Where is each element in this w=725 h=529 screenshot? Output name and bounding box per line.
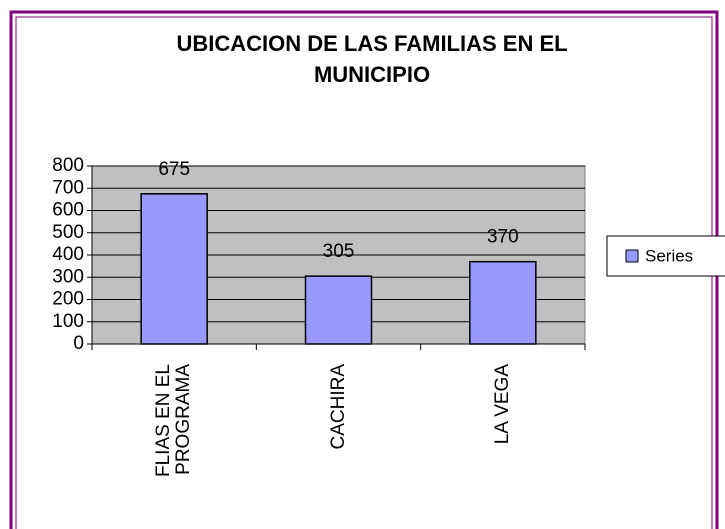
data-label: 305	[323, 241, 355, 262]
y-tick-label: 300	[52, 266, 84, 287]
legend-swatch	[625, 249, 639, 263]
data-label: 370	[487, 227, 519, 248]
y-tick-label: 800	[52, 155, 84, 176]
chart-title: MUNICIPIO	[314, 62, 430, 87]
y-tick-label: 500	[52, 222, 84, 243]
legend-label: Series	[645, 246, 693, 265]
x-tick-label: CACHIRA	[327, 364, 349, 450]
bar	[304, 275, 373, 345]
y-tick-label: 100	[52, 311, 84, 332]
frame-inner	[15, 16, 713, 529]
y-tick-label: 200	[52, 289, 84, 310]
bar	[140, 193, 208, 345]
data-label: 675	[158, 159, 190, 180]
y-tick-label: 600	[52, 200, 84, 221]
x-tick-label: FLIAS EN EL PROGRAMA	[153, 364, 195, 477]
x-tick-label: LA VEGA	[491, 364, 513, 445]
y-tick-label: 400	[52, 244, 84, 265]
bar	[469, 260, 537, 345]
chart-title: UBICACION DE LAS FAMILIAS EN EL	[176, 31, 567, 56]
y-tick-label: 700	[52, 177, 84, 198]
frame	[9, 10, 719, 529]
y-tick-label: 0	[73, 333, 84, 354]
